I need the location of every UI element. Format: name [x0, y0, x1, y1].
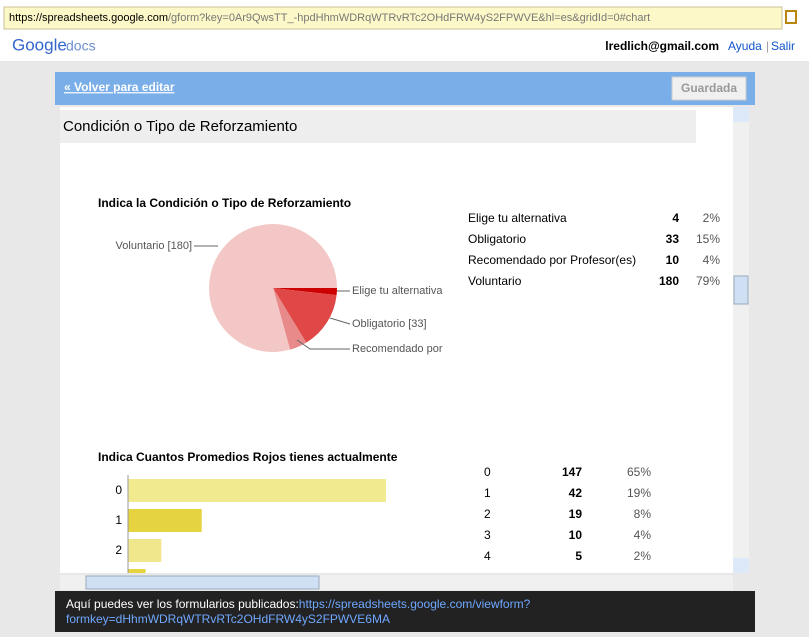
row-label: Elige tu alternativa	[468, 211, 567, 225]
row-label: Voluntario	[468, 274, 522, 288]
row-count: 19	[569, 507, 583, 521]
logo-suffix: docs	[66, 38, 96, 54]
header	[0, 35, 809, 61]
bar	[128, 539, 162, 562]
row-percent: 15%	[696, 232, 720, 246]
callout-line	[329, 317, 351, 325]
footer-text: Aquí puedes ver los formularios publicad…	[66, 597, 299, 611]
v-scrollbar[interactable]	[733, 107, 749, 573]
url-host: https://spreadsheets.google.com	[9, 12, 168, 24]
row-label: Recomendado por Profesor(es)	[468, 253, 636, 267]
y-tick-label: 1	[115, 513, 122, 527]
saved-button[interactable]	[671, 76, 747, 101]
bar	[128, 479, 386, 502]
pie-slice	[273, 288, 337, 296]
pie-slice	[273, 288, 307, 350]
row-label: 0	[484, 465, 491, 479]
row-count: 10	[569, 528, 583, 542]
back-link[interactable]: « Volver para editar	[64, 80, 175, 94]
row-percent: 4%	[634, 528, 652, 542]
footer	[55, 591, 755, 632]
scroll-down[interactable]	[733, 558, 749, 573]
saved-button-label: Guardada	[681, 81, 737, 95]
row-count: 42	[569, 486, 583, 500]
logo: Google	[12, 35, 67, 54]
chart-title: Indica Cuantos Promedios Rojos tienes ac…	[98, 450, 398, 464]
row-percent: 65%	[627, 465, 651, 479]
row-count: 10	[666, 253, 680, 267]
v-scroll-thumb[interactable]	[733, 275, 749, 305]
row-percent: 8%	[634, 507, 652, 521]
logout-link[interactable]: Salir	[771, 39, 795, 53]
user-email: lredlich@gmail.com	[605, 39, 719, 53]
callout: Recomendado por	[352, 343, 443, 355]
row-label: 2	[484, 507, 491, 521]
callout: Obligatorio [33]	[352, 318, 427, 330]
url-rest: /gform?key=0Ar9QwsTT_-hpdHhmWDRqWTRvRTc2…	[168, 12, 650, 24]
address-bar[interactable]	[3, 6, 783, 30]
callout: Voluntario [180]	[116, 240, 192, 252]
row-count: 180	[659, 274, 679, 288]
bar	[128, 509, 202, 532]
row-count: 147	[562, 465, 582, 479]
scroll-up[interactable]	[733, 107, 749, 122]
footer-link[interactable]: https://spreadsheets.google.com/viewform…	[66, 597, 531, 626]
row-label: 3	[484, 528, 491, 542]
h-scroll-thumb[interactable]	[85, 575, 320, 590]
callout-line	[296, 339, 350, 350]
row-percent: 79%	[696, 274, 720, 288]
callout: Elige tu alternativa	[352, 285, 443, 297]
y-tick-label: 2	[115, 543, 122, 557]
content	[60, 107, 733, 573]
row-label: 1	[484, 486, 491, 500]
section-header	[60, 110, 696, 143]
separator: |	[766, 39, 769, 53]
lock-icon	[785, 10, 797, 24]
content-inner: Condición o Tipo de Reforzamiento Indica…	[60, 110, 721, 573]
row-count: 4	[672, 211, 679, 225]
row-percent: 2%	[634, 549, 652, 563]
row-count: 5	[575, 549, 582, 563]
row-label: Obligatorio	[468, 232, 526, 246]
section-title: Condición o Tipo de Reforzamiento	[63, 118, 297, 135]
row-percent: 4%	[703, 253, 721, 267]
chart-title: Indica la Condición o Tipo de Reforzamie…	[98, 196, 351, 210]
row-percent: 19%	[627, 486, 651, 500]
row-label: 4	[484, 549, 491, 563]
y-tick-label: 0	[115, 483, 122, 497]
row-percent: 2%	[703, 211, 721, 225]
help-link[interactable]: Ayuda	[728, 39, 762, 53]
pie-slice	[273, 288, 337, 343]
toolbar	[55, 72, 755, 105]
row-count: 33	[666, 232, 680, 246]
bar	[128, 569, 146, 573]
pie-slice	[209, 223, 337, 352]
